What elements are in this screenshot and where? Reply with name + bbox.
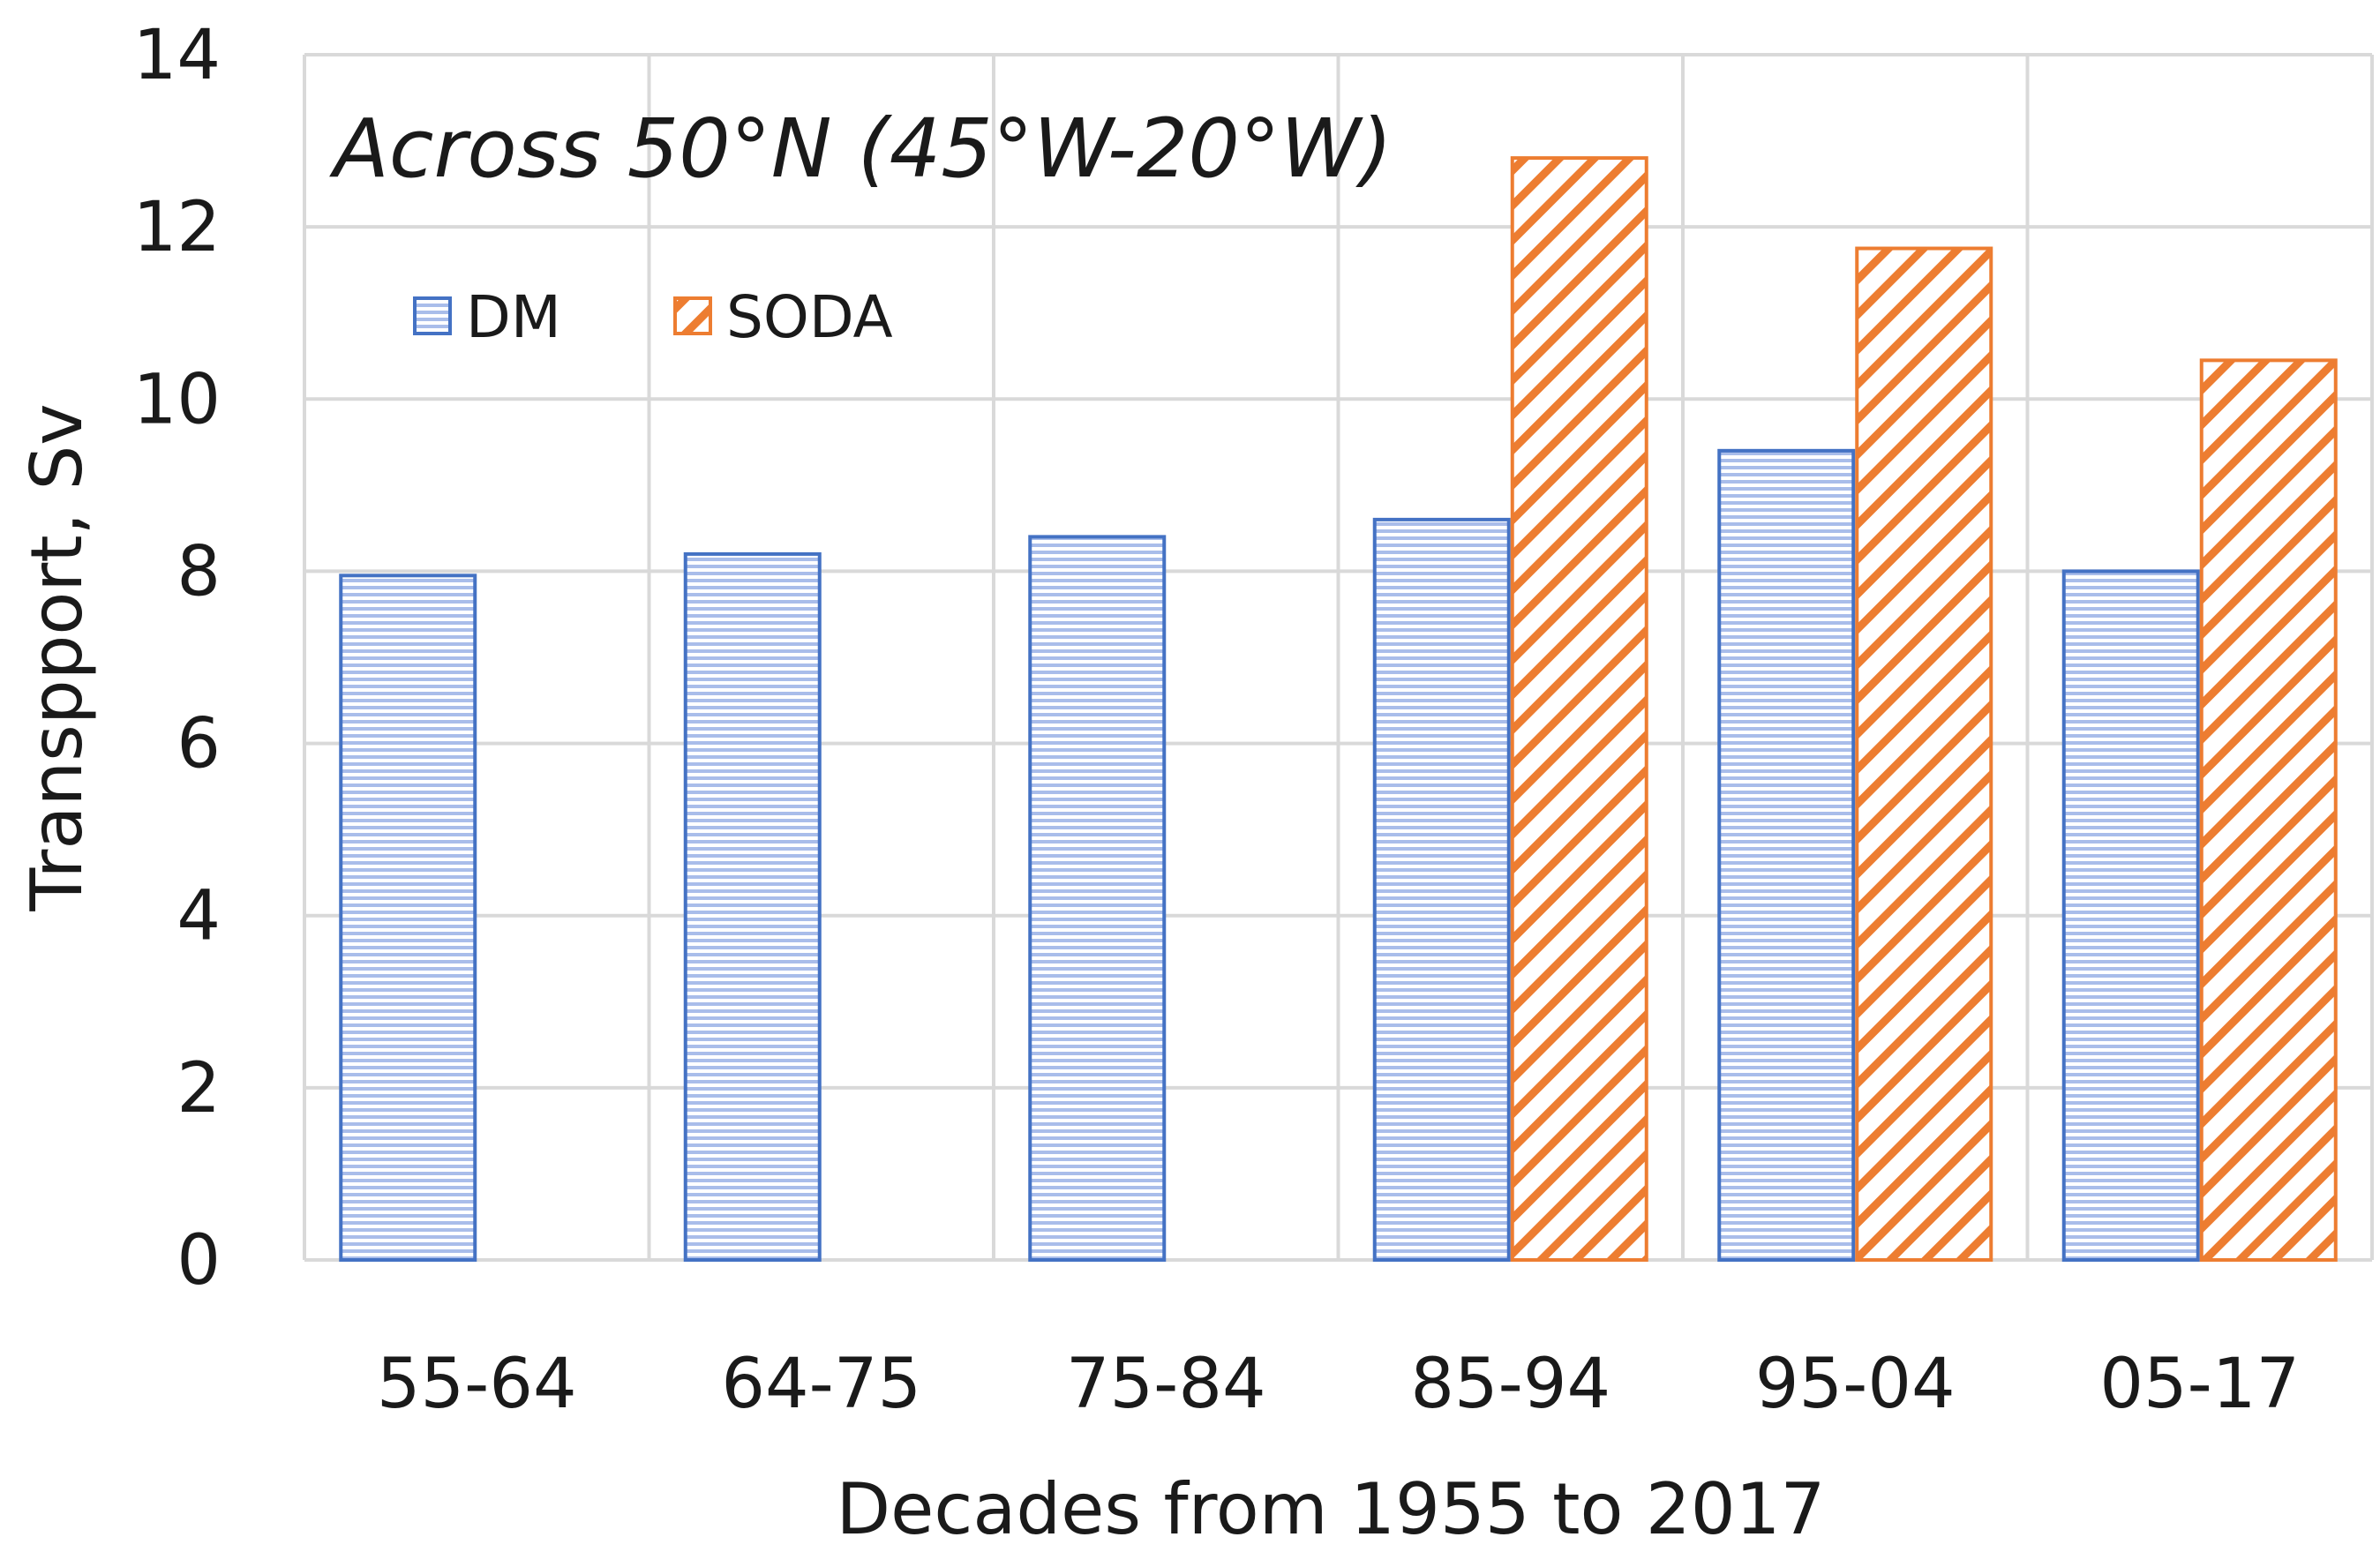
x-tick-label: 64-75	[721, 1345, 921, 1424]
x-tick-label: 05-17	[2099, 1345, 2300, 1424]
bars	[339, 156, 2338, 1263]
y-tick-label: 8	[176, 532, 221, 611]
bar-dm-64-75	[683, 551, 822, 1262]
y-tick-labels: 0 2 4 6 8 10 12 14	[133, 16, 221, 1301]
x-tick-label: 95-04	[1755, 1345, 1956, 1424]
legend-swatch-soda	[673, 296, 712, 335]
y-tick-label: 14	[133, 16, 221, 95]
bar-dm-05-17	[2061, 569, 2200, 1262]
y-tick-label: 0	[176, 1221, 221, 1301]
x-tick-labels: 55-64 64-75 75-84 85-94 95-04 05-17	[377, 1345, 2300, 1424]
grid-lines	[303, 53, 2374, 1262]
legend-label-dm: DM	[466, 283, 561, 351]
y-axis-title: Transpport, Sv	[16, 403, 98, 911]
x-axis-title: Decades from 1955 to 2017	[837, 1468, 1826, 1550]
y-tick-label: 2	[176, 1049, 221, 1128]
bar-soda-05-17	[2199, 358, 2338, 1262]
legend-label-soda: SODA	[726, 283, 893, 351]
bar-soda-85-94	[1510, 156, 1648, 1263]
bar-dm-55-64	[339, 574, 477, 1262]
y-tick-label: 4	[176, 877, 221, 956]
legend: DM SODA	[413, 283, 893, 351]
x-tick-label: 55-64	[377, 1345, 577, 1424]
y-tick-label: 10	[133, 360, 221, 439]
bar-soda-95-04	[1855, 246, 1993, 1262]
x-tick-label: 75-84	[1066, 1345, 1266, 1424]
x-tick-label: 85-94	[1410, 1345, 1610, 1424]
bar-dm-95-04	[1717, 448, 1856, 1263]
legend-swatch-dm	[413, 296, 452, 335]
y-tick-label: 12	[133, 188, 221, 267]
y-tick-label: 6	[176, 705, 221, 784]
bar-dm-85-94	[1372, 517, 1511, 1262]
chart-title: Across 50°N (45°W-20°W)	[329, 101, 1393, 196]
bar-dm-75-84	[1028, 535, 1167, 1262]
